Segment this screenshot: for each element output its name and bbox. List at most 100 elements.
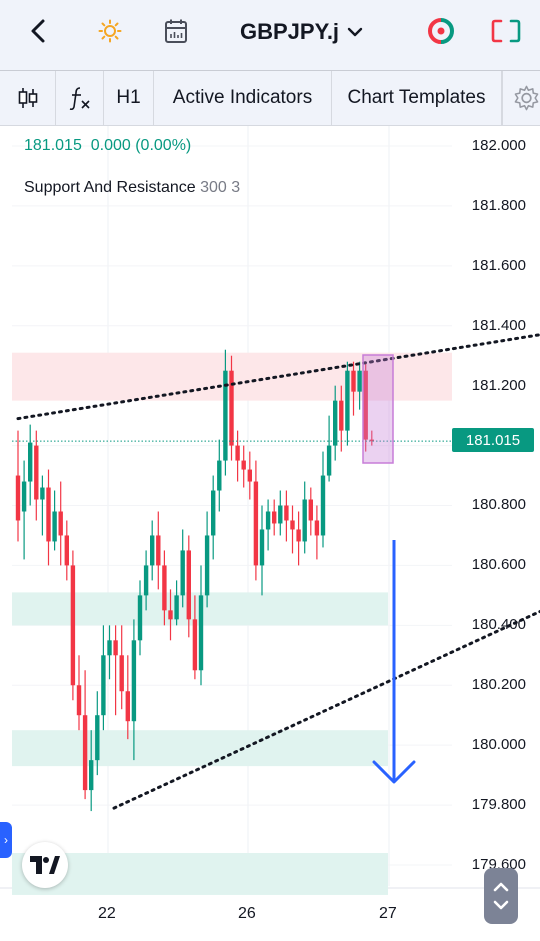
- drawing-tools-tab[interactable]: ›: [0, 822, 12, 858]
- candle-body: [143, 565, 149, 596]
- candle-body: [326, 445, 332, 476]
- calendar-button[interactable]: [160, 14, 192, 48]
- chevron-down-icon: [347, 27, 363, 37]
- chart-type-button[interactable]: [0, 71, 56, 125]
- support-zone: [12, 730, 388, 767]
- price-axis-label: 180.000: [471, 736, 526, 753]
- candle-body: [302, 499, 307, 542]
- candle-body: [131, 640, 137, 722]
- candle-body: [223, 370, 228, 461]
- active-indicators-button[interactable]: Active Indicators: [154, 71, 332, 125]
- timeframe-label: H1: [116, 87, 141, 108]
- candle-body: [272, 511, 277, 524]
- candle-body: [168, 610, 173, 620]
- candle-body: [265, 511, 271, 530]
- support-zone: [12, 853, 388, 895]
- candle-body: [192, 619, 198, 671]
- candle-body: [369, 439, 374, 442]
- candle-body: [345, 370, 350, 431]
- trade-button[interactable]: [424, 14, 458, 48]
- tv-logo-icon: [30, 856, 60, 874]
- tradingview-logo[interactable]: [22, 842, 68, 888]
- price-chart[interactable]: [0, 126, 540, 941]
- price-axis-label: 180.400: [471, 616, 526, 633]
- candle-body: [351, 370, 356, 392]
- indicator-name: Support And Resistance: [24, 179, 196, 196]
- symbol-name: GBPJPY.j: [240, 19, 340, 44]
- time-axis-label: 26: [238, 905, 256, 922]
- chart-templates-button[interactable]: Chart Templates: [332, 71, 502, 125]
- candle-body: [82, 715, 88, 791]
- candle-body: [156, 535, 161, 566]
- time-axis-label: 27: [379, 905, 397, 922]
- candle-body: [125, 691, 130, 722]
- indicator-params: 300 3: [200, 179, 241, 196]
- symbol-selector[interactable]: GBPJPY.j: [240, 16, 363, 48]
- price-axis-label: 180.600: [471, 556, 526, 573]
- candle-body: [186, 550, 191, 620]
- legend-price: 181.015: [24, 137, 82, 154]
- back-button[interactable]: [22, 14, 54, 48]
- candle-body: [15, 475, 21, 521]
- settings-button[interactable]: [502, 71, 540, 125]
- candle-body: [58, 511, 63, 536]
- candle-body: [89, 760, 94, 791]
- indicators-fx-button[interactable]: [56, 71, 104, 125]
- timeframe-button[interactable]: H1: [104, 71, 154, 125]
- candle-body: [253, 481, 259, 566]
- price-axis-label: 182.000: [471, 137, 526, 154]
- candle-body: [363, 370, 368, 440]
- indicator-legend[interactable]: Support And Resistance 300 3: [24, 179, 240, 197]
- price-axis-label: 181.800: [471, 197, 526, 214]
- back-icon: [31, 19, 45, 43]
- candle-body: [339, 400, 344, 431]
- scroll-price-button[interactable]: [484, 868, 518, 924]
- candles-icon: [18, 88, 37, 108]
- theme-button[interactable]: [94, 14, 126, 48]
- candle-body: [333, 400, 338, 446]
- price-axis-label: 181.200: [471, 377, 526, 394]
- candle-body: [46, 487, 51, 542]
- candle-body: [247, 469, 252, 482]
- price-legend: 181.015 0.000 (0.00%): [24, 137, 191, 155]
- candle-body: [235, 445, 240, 461]
- time-axis-label: 22: [98, 905, 116, 922]
- candle-body: [119, 655, 124, 692]
- sun-icon: [98, 19, 122, 43]
- fullscreen-button[interactable]: [488, 14, 524, 48]
- gear-icon: [514, 85, 539, 111]
- candle-body: [113, 640, 118, 656]
- legend-change: 0.000 (0.00%): [90, 137, 192, 154]
- candle-body: [28, 442, 33, 482]
- active-indicators-label: Active Indicators: [172, 87, 313, 108]
- candle-body: [290, 520, 295, 530]
- chart-templates-label: Chart Templates: [347, 87, 486, 108]
- current-price-label: 181.015: [452, 428, 534, 452]
- candle-body: [308, 499, 313, 521]
- price-axis-label: 180.800: [471, 496, 526, 513]
- candle-body: [357, 370, 362, 392]
- candle-body: [180, 550, 185, 596]
- candle-body: [162, 565, 167, 611]
- candle-body: [229, 370, 234, 446]
- candle-body: [40, 487, 45, 500]
- candle-body: [52, 511, 57, 542]
- trendline-lower: [112, 609, 540, 810]
- candle-body: [198, 595, 204, 671]
- price-axis-label: 181.400: [471, 317, 526, 334]
- candle-body: [217, 460, 222, 491]
- candle-body: [34, 445, 39, 500]
- price-axis-label: 179.800: [471, 796, 526, 813]
- candle-body: [296, 529, 301, 542]
- top-bar: GBPJPY.j: [0, 0, 540, 71]
- candle-body: [241, 460, 246, 470]
- down-arrow-head: [372, 760, 416, 784]
- fullscreen-icon: [491, 19, 521, 43]
- candle-body: [76, 685, 82, 716]
- chevron-up-down-icon: [493, 882, 509, 910]
- candle-body: [204, 535, 210, 596]
- candle-body: [70, 565, 76, 686]
- candle-body: [314, 520, 320, 536]
- candle-body: [320, 475, 326, 536]
- fx-icon: [69, 87, 90, 111]
